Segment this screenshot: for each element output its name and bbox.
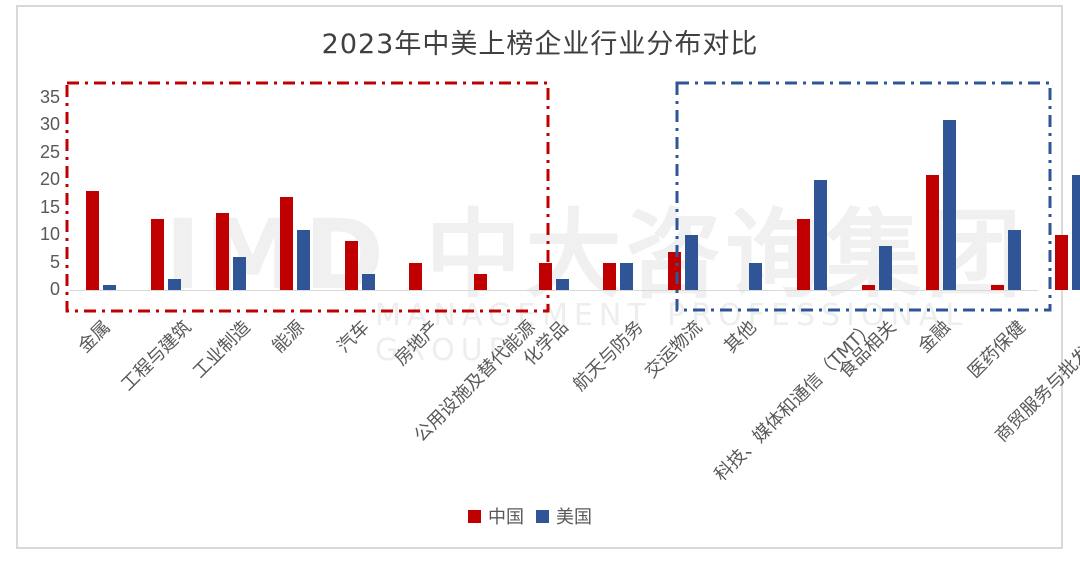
bar-usa — [813, 180, 827, 290]
legend: 中国 美国 — [468, 503, 604, 529]
bar-usa — [555, 279, 569, 290]
y-tick-label: 0 — [49, 279, 60, 299]
legend-label-china: 中国 — [488, 507, 524, 528]
bar-china — [280, 196, 294, 290]
y-tick-label: 10 — [39, 224, 60, 245]
x-axis-line — [69, 290, 1038, 291]
bar-china — [796, 218, 810, 290]
bar-china — [603, 262, 617, 290]
bar-china — [1055, 235, 1069, 290]
bar-china — [473, 273, 487, 290]
y-tick-label: 5 — [49, 251, 60, 272]
legend-item-usa: 美国 — [536, 503, 592, 529]
usa-swatch-icon — [536, 509, 549, 523]
y-tick-label: 25 — [39, 141, 60, 162]
bar-china — [926, 174, 940, 290]
bar-usa — [1007, 229, 1021, 290]
bar-usa — [620, 262, 634, 290]
chart-title: 2023年中美上榜企业行业分布对比 — [321, 29, 759, 60]
bar-china — [86, 191, 100, 290]
bar-china — [990, 284, 1004, 290]
legend-label-usa: 美国 — [556, 507, 592, 528]
bar-usa — [232, 257, 246, 290]
usa-highlight-box — [675, 81, 1052, 312]
bar-usa — [361, 273, 375, 290]
bar-usa — [167, 279, 181, 290]
bar-usa — [1072, 174, 1080, 290]
bar-china — [861, 284, 875, 290]
bar-china — [409, 262, 423, 290]
bar-usa — [684, 235, 698, 290]
bar-usa — [878, 246, 892, 290]
bar-usa — [297, 229, 311, 290]
bar-usa — [103, 284, 117, 290]
y-tick-label: 35 — [39, 86, 60, 107]
legend-item-china: 中国 — [468, 503, 524, 529]
y-tick-label: 15 — [39, 196, 60, 217]
china-highlight-box — [65, 81, 550, 313]
bar-china — [344, 240, 358, 290]
china-swatch-icon — [468, 509, 481, 523]
y-tick-label: 20 — [39, 169, 60, 190]
bar-china — [215, 213, 229, 290]
y-tick-label: 30 — [39, 114, 60, 135]
bar-usa — [749, 262, 763, 290]
bar-china — [150, 218, 164, 290]
bar-usa — [943, 119, 957, 290]
